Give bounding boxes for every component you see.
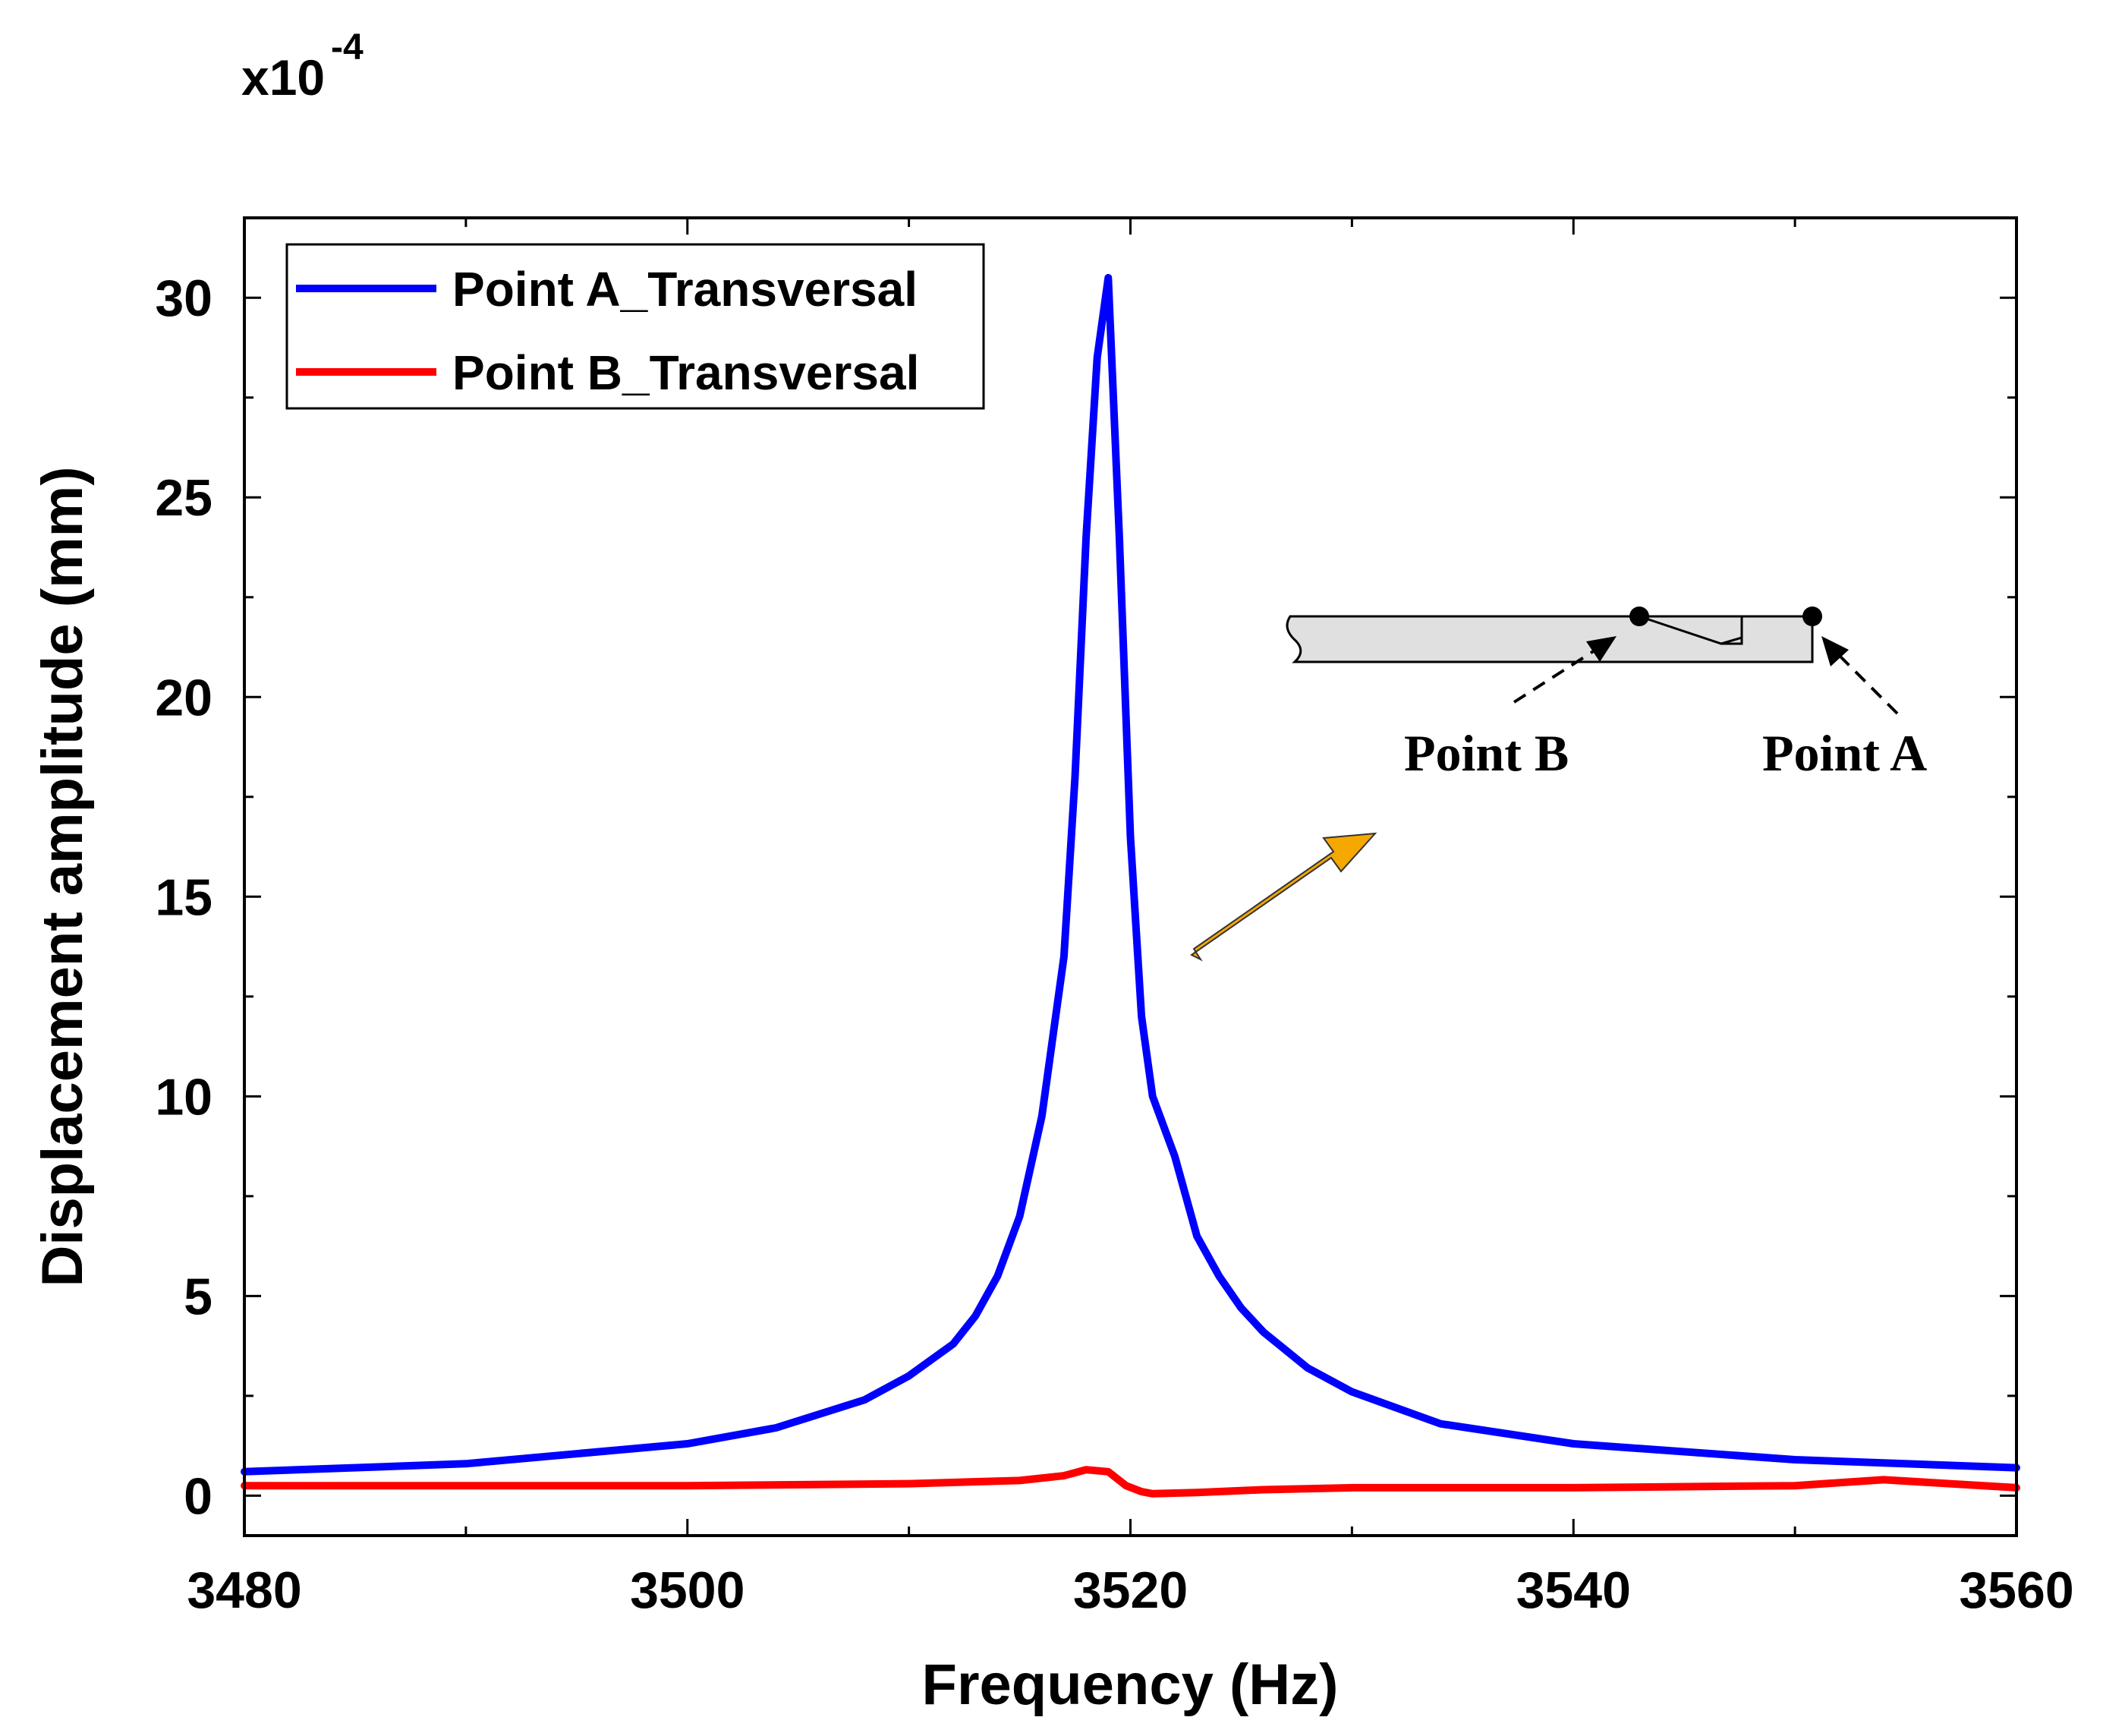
- inset-beam-diagram: Point B Point A: [1286, 606, 1927, 782]
- series-line-point-b: [241, 1466, 2020, 1498]
- y-axis-title: Displacement amplitude (mm): [30, 466, 95, 1287]
- point-b-marker: [1629, 606, 1649, 626]
- x-tick-label: 3540: [1516, 1561, 1631, 1619]
- legend-label-point-b: Point B_Transversal: [452, 345, 919, 400]
- y-tick-label: 30: [155, 269, 213, 327]
- x-axis-title: Frequency (Hz): [922, 1653, 1339, 1717]
- y-tick-label: 25: [155, 469, 213, 527]
- y-tick-labels: 0 5 10 15 20 25 30: [155, 269, 213, 1525]
- y-multiplier-exponent: -4: [331, 27, 364, 68]
- legend-box: [285, 243, 985, 410]
- point-b-leader: [1513, 642, 1607, 704]
- point-a-arrowhead: [1821, 636, 1849, 666]
- plot-frame: [243, 216, 2018, 1537]
- point-a-label: Point A: [1762, 724, 1927, 782]
- point-a-leader: [1835, 651, 1899, 715]
- x-tick-label: 3560: [1959, 1561, 2073, 1619]
- y-tick-label: 5: [184, 1268, 213, 1325]
- x-tick-labels: 3480 3500 3520 3540 3560: [187, 1561, 2073, 1619]
- series-line-point-a: [241, 273, 2020, 1476]
- point-b-label: Point B: [1404, 724, 1569, 782]
- y-tick-label: 10: [155, 1068, 213, 1126]
- legend: Point A_Transversal Point B_Transversal: [285, 243, 985, 410]
- beam-body: [1286, 615, 1814, 663]
- y-multiplier: x10: [241, 49, 325, 106]
- y-tick-label: 20: [155, 669, 213, 726]
- point-a-marker: [1802, 606, 1822, 626]
- point-b-arrowhead: [1586, 636, 1617, 662]
- y-tick-label: 0: [184, 1467, 213, 1525]
- series-layer: [241, 273, 2020, 1498]
- y-tick-label: 15: [155, 868, 213, 926]
- x-tick-label: 3520: [1073, 1561, 1188, 1619]
- notch-shape: [1639, 615, 1743, 645]
- x-tick-label: 3480: [187, 1561, 301, 1619]
- x-tick-label: 3500: [630, 1561, 745, 1619]
- legend-label-point-a: Point A_Transversal: [452, 262, 918, 317]
- pointer-arrow: [1190, 832, 1377, 962]
- notch-tip: [1721, 638, 1743, 645]
